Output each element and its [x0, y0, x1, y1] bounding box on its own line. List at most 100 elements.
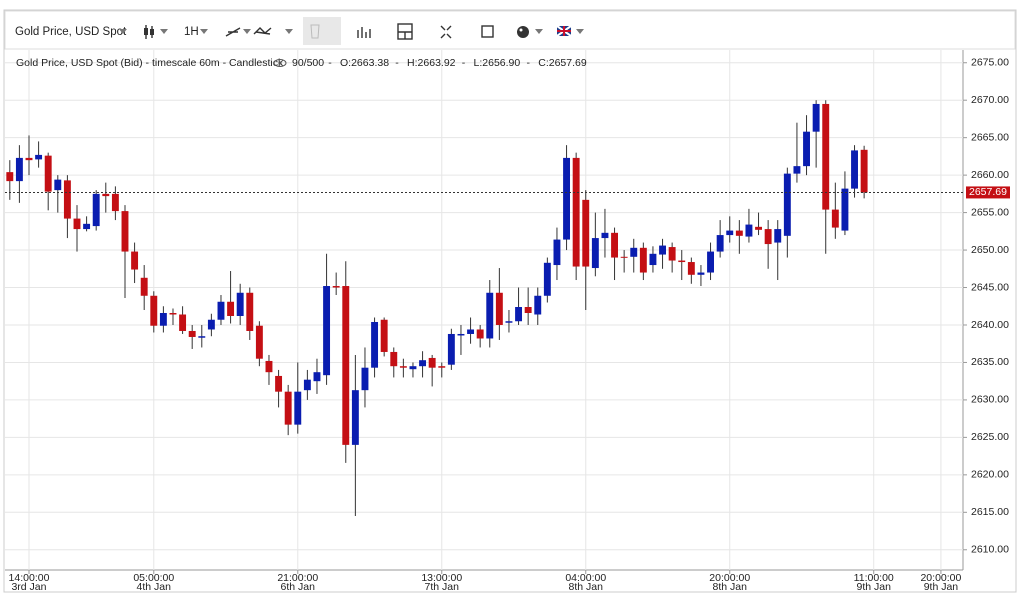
- candle-body: [572, 157, 580, 267]
- grid: [5, 50, 963, 570]
- candle-body: [54, 179, 62, 191]
- candle-body: [111, 193, 119, 212]
- toolbar-bg: [4, 10, 1016, 50]
- caret: [119, 29, 127, 34]
- separator: -: [526, 57, 530, 69]
- series-legend: Gold Price, USD Spot (Bid) - timescale 6…: [16, 57, 284, 69]
- candle-body: [131, 251, 139, 270]
- color-button[interactable]: [517, 26, 543, 38]
- candle-body: [25, 157, 33, 161]
- candle-body: [236, 292, 244, 316]
- candle-body: [198, 336, 206, 338]
- candle-body: [476, 329, 484, 339]
- candle-body: [6, 172, 14, 182]
- x-tick-date: 8th Jan: [569, 581, 604, 593]
- x-tick-date: 9th Jan: [857, 581, 892, 593]
- visibility-icon[interactable]: [273, 59, 287, 67]
- candle-body: [102, 193, 110, 197]
- y-tick-label: 2610.00: [971, 544, 1009, 556]
- candle-body: [495, 292, 503, 325]
- x-tick-label: 11:00:00: [854, 572, 894, 584]
- ohlc-value: O:2663.38: [340, 57, 389, 69]
- candle-body: [764, 229, 772, 245]
- candle-body: [83, 223, 91, 230]
- x-tick-date: 8th Jan: [713, 581, 748, 593]
- candle-body: [159, 312, 167, 326]
- candle-body: [611, 232, 619, 258]
- y-tick-label: 2655.00: [971, 206, 1009, 218]
- screenshot-button[interactable]: [481, 25, 494, 38]
- candle-body: [255, 325, 263, 359]
- candle-body: [227, 301, 235, 316]
- candle-body: [803, 131, 810, 167]
- candle-body: [447, 333, 455, 365]
- candle-body: [745, 224, 753, 237]
- candle-body: [543, 262, 551, 296]
- candle-body: [63, 180, 71, 219]
- candle-body: [812, 103, 820, 132]
- timeframe-selector[interactable]: 1H: [184, 26, 199, 38]
- drawing-tool-button[interactable]: [225, 27, 251, 37]
- candle-body: [735, 230, 743, 236]
- candle-body: [668, 247, 676, 261]
- candle-body: [630, 247, 638, 257]
- candle-body: [659, 245, 667, 255]
- candle-body: [687, 262, 695, 275]
- candle-body: [553, 239, 561, 266]
- candle-body: [121, 211, 129, 252]
- candle-body: [380, 319, 388, 352]
- x-tick-label: 04:00:00: [565, 572, 606, 584]
- separator: -: [328, 57, 332, 69]
- candle-body: [92, 193, 100, 227]
- frame: [3, 9, 1017, 593]
- candle-body: [44, 155, 52, 192]
- toolbar: Gold Price, USD Spot 1H: [4, 10, 1016, 50]
- candle-body: [303, 379, 311, 391]
- candle-body: [332, 286, 340, 288]
- candle-body: [783, 173, 791, 236]
- candle-body: [35, 154, 43, 160]
- candle-body: [524, 307, 532, 313]
- candle-body: [265, 360, 273, 373]
- y-tick-label: 2635.00: [971, 356, 1009, 368]
- fullscreen-button[interactable]: [440, 25, 452, 39]
- volume-button[interactable]: [357, 27, 371, 38]
- candle-body: [361, 367, 369, 391]
- candle-body: [822, 103, 830, 210]
- candle-body: [467, 329, 475, 334]
- candle-body: [649, 253, 657, 266]
- candle-body: [294, 391, 302, 425]
- candle-body: [428, 357, 436, 368]
- indicator-button[interactable]: [253, 27, 293, 35]
- y-tick-label: 2650.00: [971, 244, 1009, 256]
- candle-body: [515, 307, 523, 322]
- candle-body: [409, 366, 417, 370]
- candle-body: [419, 360, 427, 367]
- y-tick-label: 2615.00: [971, 506, 1009, 518]
- y-tick-label: 2660.00: [971, 169, 1009, 181]
- candle-body: [15, 157, 23, 182]
- ohlc-value: H:2663.92: [407, 57, 456, 69]
- y-tick-label: 2645.00: [971, 281, 1009, 293]
- candle-body: [620, 256, 628, 258]
- chart-type-button[interactable]: [144, 25, 168, 39]
- bar-count: 90/500: [292, 57, 324, 69]
- language-button[interactable]: [556, 25, 584, 37]
- candle-body: [716, 235, 724, 252]
- candle-body: [284, 391, 292, 425]
- x-tick-label: 20:00:00: [920, 572, 961, 584]
- x-tick-date: 3rd Jan: [11, 581, 46, 593]
- plot: [5, 100, 963, 517]
- x-tick-date: 9th Jan: [924, 581, 959, 593]
- y-tick-label: 2670.00: [971, 94, 1009, 106]
- x-tick-date: 4th Jan: [137, 581, 172, 593]
- candle-body: [323, 286, 331, 376]
- candle-body: [246, 292, 254, 331]
- y-tick-label: 2625.00: [971, 431, 1009, 443]
- candle-body: [563, 157, 571, 240]
- candle-body: [726, 230, 734, 236]
- x-tick-label: 14:00:00: [9, 572, 50, 584]
- separator: -: [462, 57, 466, 69]
- instrument-selector[interactable]: Gold Price, USD Spot: [15, 26, 127, 38]
